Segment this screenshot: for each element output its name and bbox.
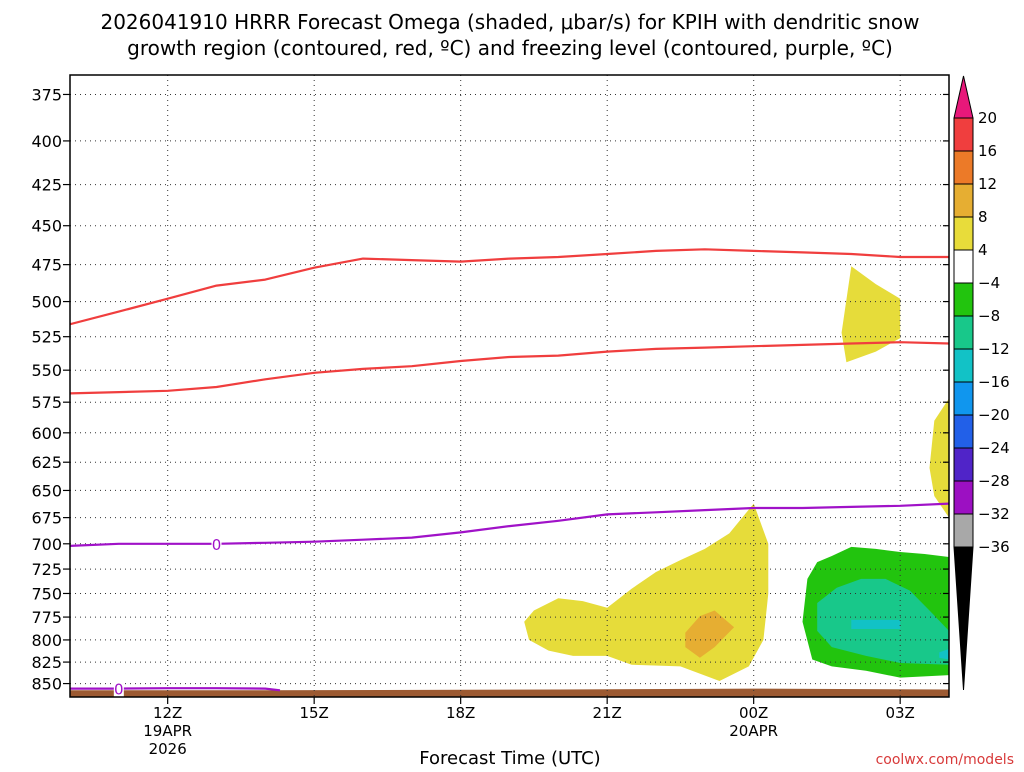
x-tick-date-12: 19APR xyxy=(143,722,192,740)
colorbar-label-7: −12 xyxy=(978,340,1010,358)
x-tick-year-12: 2026 xyxy=(149,740,187,758)
colorbar-label-2: 12 xyxy=(978,175,997,193)
colorbar-label-12: −32 xyxy=(978,505,1010,523)
y-tick-label-600: 600 xyxy=(31,424,62,443)
omega-region-7 xyxy=(939,648,949,660)
omega-region-0 xyxy=(524,503,769,681)
y-tick-label-400: 400 xyxy=(31,132,62,151)
colorbar-box-5 xyxy=(953,249,974,284)
y-tick-label-825: 825 xyxy=(31,653,62,672)
x-tick-label-15: 15Z xyxy=(299,704,328,722)
y-tick-label-725: 725 xyxy=(31,560,62,579)
colorbar-box-6 xyxy=(953,282,974,317)
y-tick-label-775: 775 xyxy=(31,608,62,627)
y-tick-label-850: 850 xyxy=(31,675,62,694)
colorbar-label-5: −4 xyxy=(978,274,1000,292)
y-tick-label-450: 450 xyxy=(31,217,62,236)
colorbar-label-0: 20 xyxy=(978,109,997,127)
colorbar-box-10 xyxy=(953,414,974,449)
chart-title-line-1: 2026041910 HRRR Forecast Omega (shaded, … xyxy=(100,10,919,34)
colorbar-box-8 xyxy=(953,348,974,383)
colorbar-box-9 xyxy=(953,381,974,416)
y-tick-label-500: 500 xyxy=(31,293,62,312)
contour-line-0 xyxy=(70,248,949,326)
colorbar-box-3 xyxy=(953,183,974,218)
y-tick-label-525: 525 xyxy=(31,328,62,347)
y-tick-label-550: 550 xyxy=(31,361,62,380)
y-tick-label-650: 650 xyxy=(31,481,62,500)
y-tick-label-700: 700 xyxy=(31,535,62,554)
colorbar-box-13 xyxy=(953,513,974,548)
colorbar-top-arrow xyxy=(953,75,974,119)
terrain-strip xyxy=(70,688,949,697)
y-tick-label-575: 575 xyxy=(31,393,62,412)
colorbar-box-12 xyxy=(953,480,974,515)
y-tick-label-425: 425 xyxy=(31,176,62,195)
contour-label-0: 0 xyxy=(212,536,222,554)
contour-label-1: 0 xyxy=(114,681,124,699)
plot-border xyxy=(69,74,950,698)
y-tick-label-675: 675 xyxy=(31,509,62,528)
omega-region-1 xyxy=(685,610,735,658)
y-tick-label-625: 625 xyxy=(31,453,62,472)
y-tick-label-375: 375 xyxy=(31,85,62,104)
x-tick-label-18: 18Z xyxy=(446,704,475,722)
omega-region-3 xyxy=(929,398,949,518)
contour-line-3 xyxy=(70,687,281,692)
y-tick-label-475: 475 xyxy=(31,256,62,275)
colorbar-label-4: 4 xyxy=(978,241,988,259)
y-tick-label-800: 800 xyxy=(31,631,62,650)
x-tick-label-27: 03Z xyxy=(885,704,914,722)
y-tick-label-750: 750 xyxy=(31,584,62,603)
colorbar-label-1: 16 xyxy=(978,142,997,160)
x-tick-label-12: 12Z xyxy=(153,704,182,722)
credit-text: coolwx.com/models xyxy=(876,752,1014,768)
contour-label-bg-1 xyxy=(113,680,124,697)
colorbar-box-1 xyxy=(953,117,974,152)
omega-region-2 xyxy=(841,266,901,363)
plot-frame xyxy=(69,74,950,698)
contours: 00 xyxy=(70,248,949,699)
colorbar-label-13: −36 xyxy=(978,538,1010,556)
grid-lines xyxy=(70,75,949,697)
y-axis: 375 400 425 450 475 500 525 550 575 600 625 650 675 7… xyxy=(31,85,949,694)
chart-title-line-2: growth region (contoured, red, ºC) and f… xyxy=(127,36,893,60)
colorbar: 20 16 12 8 4 −4 −8 −12 −16 −20 −24 −28 −32 −36 xyxy=(953,75,1010,691)
colorbar-box-11 xyxy=(953,447,974,482)
plot-area xyxy=(70,266,949,697)
x-tick-label-24: 00Z xyxy=(739,704,768,722)
colorbar-label-6: −8 xyxy=(978,307,1000,325)
colorbar-label-3: 8 xyxy=(978,208,988,226)
x-tick-date-24: 20APR xyxy=(729,722,778,740)
colorbar-box-4 xyxy=(953,216,974,251)
colorbar-label-8: −16 xyxy=(978,373,1010,391)
omega-region-6 xyxy=(851,619,901,629)
colorbar-box-7 xyxy=(953,315,974,350)
colorbar-label-11: −28 xyxy=(978,472,1010,490)
colorbar-label-10: −24 xyxy=(978,439,1010,457)
contour-line-2 xyxy=(70,502,949,547)
colorbar-box-2 xyxy=(953,150,974,185)
contour-label-bg-0 xyxy=(211,535,222,552)
colorbar-label-9: −20 xyxy=(978,406,1010,424)
x-tick-label-21: 21Z xyxy=(592,704,621,722)
x-axis-label: Forecast Time (UTC) xyxy=(419,748,600,768)
contour-line-1 xyxy=(70,341,949,395)
colorbar-bottom-arrow xyxy=(953,546,974,691)
